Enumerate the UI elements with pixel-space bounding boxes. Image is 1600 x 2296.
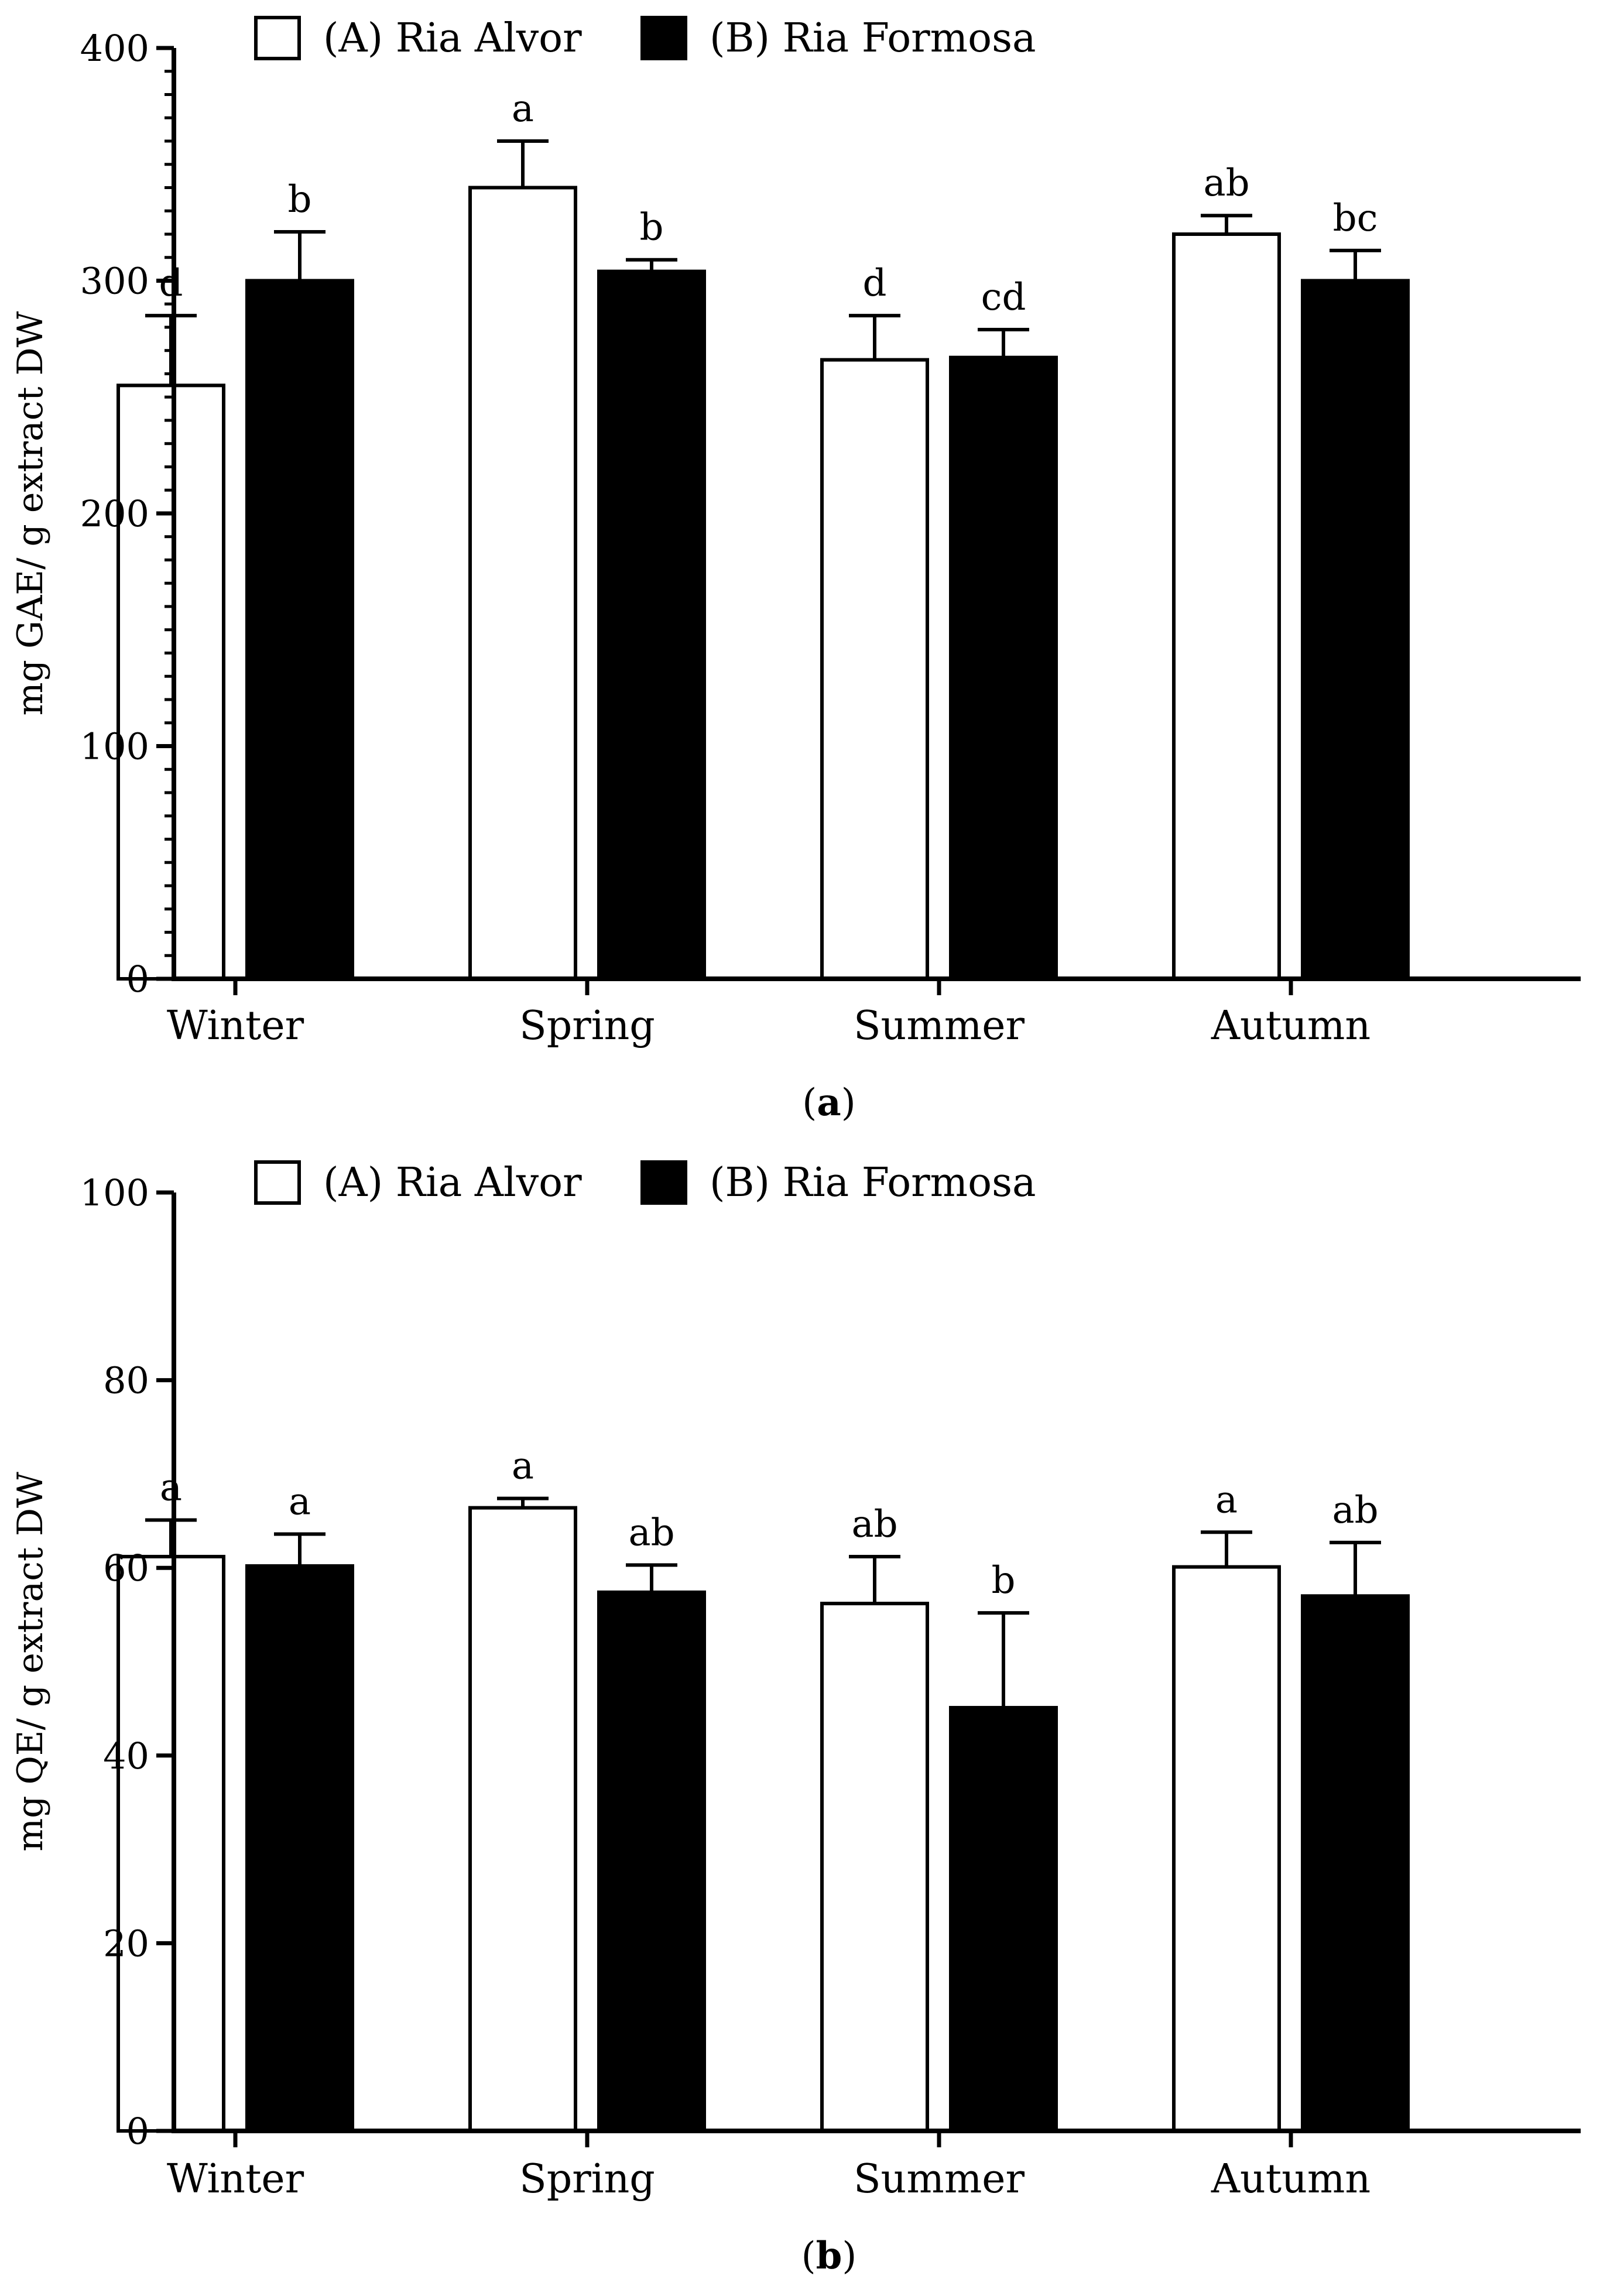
- x-tick-label-a-2: Summer: [854, 1003, 1025, 1049]
- legend-swatch-a-1: [640, 16, 687, 60]
- sig-letter-b-0-2: ab: [851, 1503, 897, 1546]
- bar-b-1-0: [245, 1564, 354, 2133]
- y-tick-label-b-5: 100: [80, 1171, 149, 1214]
- bar-b-0-2: [820, 1602, 929, 2133]
- y-tick-label-a-4: 400: [80, 27, 149, 70]
- y-tick-label-b-3: 60: [103, 1547, 149, 1589]
- bar-b-1-1: [597, 1590, 706, 2133]
- legend-label-b-1: (B) Ria Formosa: [710, 1160, 1036, 1206]
- sig-letter-b-1-2: b: [992, 1559, 1016, 1602]
- bar-a-0-1: [468, 186, 577, 981]
- chart-a: d a d ab b b cd bc 0 100 200 300 400 Winter Spring Summ…: [10, 15, 1581, 1125]
- sig-letter-b-0-3: a: [1215, 1478, 1238, 1521]
- sig-letter-b-0-1: a: [512, 1445, 534, 1488]
- bar-b-1-2: [949, 1706, 1058, 2133]
- y-tick-label-a-2: 200: [80, 492, 149, 535]
- y-axis-title-b: mg QE/ g extract DW: [10, 1472, 51, 1852]
- bar-a-1-2: [949, 355, 1058, 981]
- sig-letter-a-0-3: ab: [1203, 162, 1249, 205]
- chart-b: a a ab a a ab b ab 0 20 40 60 80 100 Winter Spring Summe…: [10, 1160, 1581, 2278]
- x-tick-label-b-1: Spring: [519, 2156, 655, 2202]
- bar-a-0-2: [820, 358, 929, 981]
- legend-swatch-b-0: [254, 1160, 301, 1205]
- legend-swatch-a-0: [254, 16, 301, 60]
- y-tick-label-b-4: 80: [103, 1359, 149, 1402]
- sig-letter-a-1-1: b: [640, 206, 664, 249]
- legend-label-a-0: (A) Ria Alvor: [323, 15, 582, 61]
- panel-label-a: (a): [802, 1081, 855, 1125]
- x-tick-label-a-3: Autumn: [1211, 1003, 1371, 1049]
- y-tick-label-a-0: 0: [126, 958, 149, 1000]
- y-tick-label-b-0: 0: [126, 2110, 149, 2153]
- bar-a-1-3: [1301, 279, 1410, 981]
- bar-b-0-3: [1172, 1565, 1281, 2133]
- legend-label-b-0: (A) Ria Alvor: [323, 1160, 582, 1206]
- bar-b-0-1: [468, 1506, 577, 2133]
- sig-letter-a-1-0: b: [288, 178, 312, 221]
- x-tick-label-a-1: Spring: [519, 1003, 655, 1049]
- x-tick-label-b-0: Winter: [167, 2156, 304, 2202]
- sig-letter-a-0-1: a: [512, 87, 534, 131]
- sig-letter-a-0-0: d: [159, 262, 183, 305]
- y-tick-label-a-1: 100: [80, 725, 149, 768]
- x-tick-label-b-2: Summer: [854, 2156, 1025, 2202]
- x-tick-label-a-0: Winter: [167, 1003, 304, 1049]
- sig-letter-a-1-3: bc: [1333, 197, 1378, 240]
- y-tick-label-a-3: 300: [80, 260, 149, 303]
- bar-a-0-3: [1172, 232, 1281, 981]
- sig-letter-b-1-3: ab: [1332, 1489, 1378, 1532]
- legend-swatch-b-1: [640, 1160, 687, 1205]
- bar-b-0-0: [117, 1554, 225, 2133]
- legend-label-a-1: (B) Ria Formosa: [710, 15, 1036, 61]
- y-tick-label-b-1: 20: [103, 1922, 149, 1965]
- bar-a-0-0: [117, 383, 225, 981]
- x-tick-label-b-3: Autumn: [1211, 2156, 1371, 2202]
- bar-a-1-1: [597, 269, 706, 981]
- sig-letter-b-0-0: a: [160, 1466, 182, 1509]
- sig-letter-a-1-2: cd: [981, 276, 1026, 319]
- sig-letter-b-1-0: a: [289, 1480, 311, 1523]
- sig-letter-b-1-1: ab: [628, 1511, 674, 1554]
- y-axis-title-a: mg GAE/ g extract DW: [10, 311, 51, 715]
- sig-letter-a-0-2: d: [863, 262, 887, 305]
- y-tick-label-b-2: 40: [103, 1735, 149, 1777]
- panel-label-b: (b): [801, 2234, 857, 2278]
- bar-a-1-0: [245, 279, 354, 981]
- bar-b-1-3: [1301, 1594, 1410, 2133]
